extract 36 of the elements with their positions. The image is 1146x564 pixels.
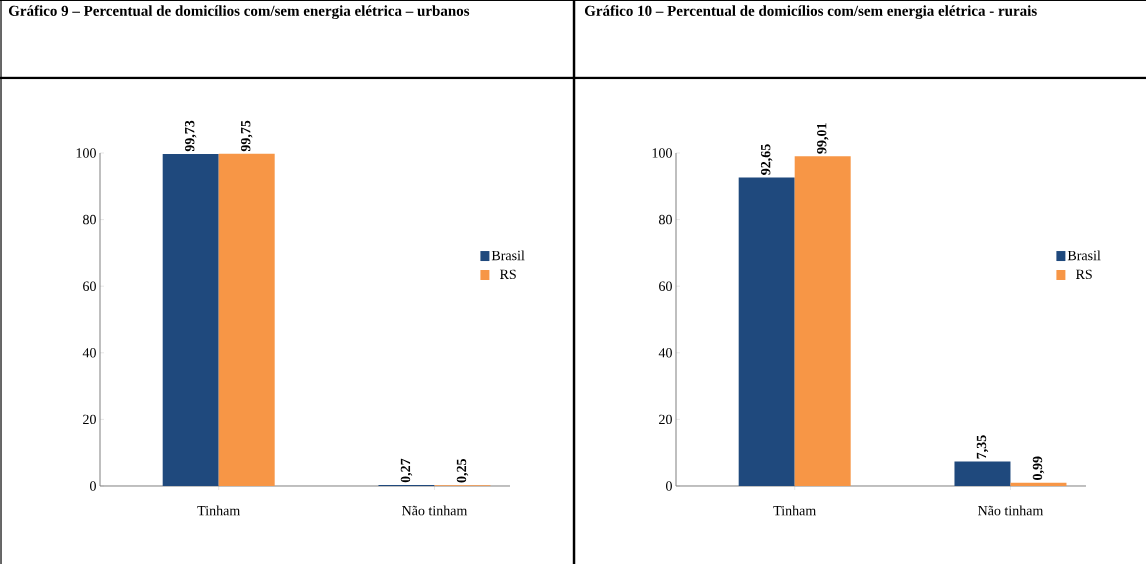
y-tick-label: 80 (83, 214, 96, 225)
bar (738, 177, 795, 486)
y-tick-label: 40 (82, 348, 96, 358)
y-tick-label: 100 (76, 148, 96, 158)
legend-label: RS (1075, 269, 1092, 280)
y-tick-label: 80 (659, 214, 672, 225)
bar (794, 156, 851, 486)
y-tick-label: 100 (652, 148, 672, 158)
data-label: 99,01 (816, 123, 829, 154)
data-label: 99,73 (184, 120, 197, 152)
y-tick-label: 20 (83, 414, 96, 425)
y-tick-label: 0 (666, 481, 672, 491)
y-tick-label: 60 (659, 281, 672, 291)
x-tick-label: Tinham (197, 505, 241, 516)
data-label: 7,35 (976, 435, 989, 459)
data-label: 0,25 (456, 458, 469, 483)
legend-label: Brasil (1067, 250, 1101, 261)
legend-label: Brasil (491, 250, 525, 261)
x-tick-label: Tinham (773, 505, 817, 516)
legend-label: RS (499, 269, 516, 280)
y-tick-label: 0 (90, 481, 96, 491)
bar (162, 153, 219, 486)
x-tick-label: Não tinham (978, 505, 1044, 516)
chart-title: Gráfico 10 – Percentual de domicílios com/sem energia elétrica - rurais (584, 5, 1037, 20)
bar (218, 153, 275, 486)
y-tick-label: 40 (658, 348, 672, 358)
data-label: 92,65 (760, 144, 773, 175)
bar (954, 461, 1011, 486)
bar (1010, 482, 1067, 486)
y-tick-label: 20 (659, 414, 672, 425)
chart-title: Gráfico 9 – Percentual de domicílios com/sem energia elétrica – urbanos (8, 5, 470, 20)
data-label: 99,75 (240, 120, 253, 152)
y-tick-label: 60 (83, 281, 96, 291)
data-label: 0,99 (1032, 456, 1045, 480)
x-tick-label: Não tinham (402, 505, 468, 516)
data-label: 0,27 (400, 458, 413, 483)
